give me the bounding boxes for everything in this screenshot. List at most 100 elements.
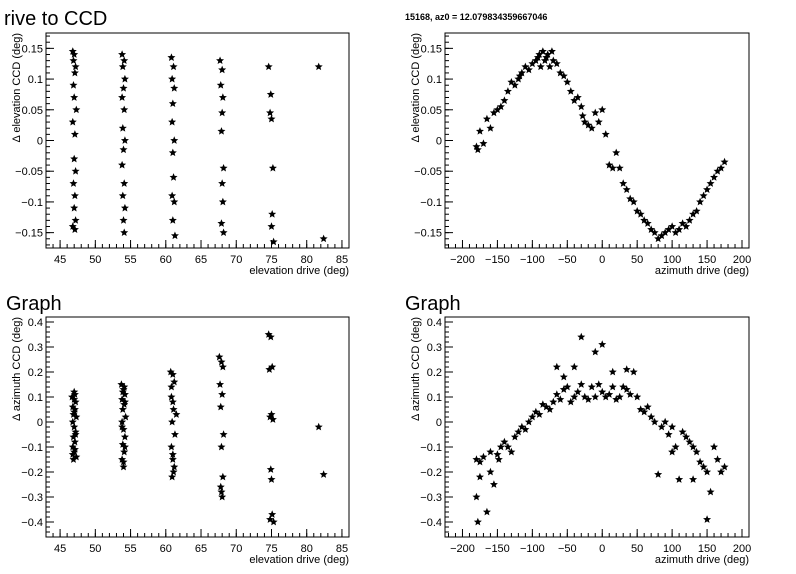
data-point xyxy=(643,219,652,227)
data-point xyxy=(70,50,79,58)
data-point xyxy=(682,222,691,230)
panel-1-title: rive to CCD xyxy=(4,8,108,30)
data-point xyxy=(510,81,519,89)
data-point xyxy=(118,124,127,132)
x-axis-label: elevation drive (deg) xyxy=(249,265,349,277)
data-point xyxy=(503,442,512,451)
data-point xyxy=(535,410,544,418)
x-tick-label: 55 xyxy=(124,254,136,266)
data-point xyxy=(69,56,78,65)
data-point xyxy=(671,228,680,237)
y-tick-label: 0.2 xyxy=(427,367,442,379)
data-point xyxy=(119,462,128,471)
data-point xyxy=(563,77,572,86)
data-point xyxy=(219,228,228,237)
y-tick-label: 0.15 xyxy=(421,43,442,55)
data-point xyxy=(580,117,589,126)
data-point xyxy=(118,50,127,58)
y-tick-label: 0 xyxy=(37,417,43,429)
data-point xyxy=(170,231,179,240)
data-point xyxy=(118,422,127,431)
y-tick-label: 0.2 xyxy=(28,367,43,379)
data-point xyxy=(72,412,81,421)
data-point xyxy=(496,442,505,451)
data-point xyxy=(538,47,547,55)
data-point xyxy=(629,197,638,206)
data-point xyxy=(169,467,178,476)
data-point xyxy=(264,62,273,71)
data-point xyxy=(514,427,523,436)
data-point xyxy=(170,462,179,471)
x-tick-label: 80 xyxy=(301,543,313,555)
data-point xyxy=(608,163,617,172)
x-tick-label: 55 xyxy=(124,543,136,555)
data-point xyxy=(640,407,649,416)
data-point xyxy=(598,340,607,348)
data-point xyxy=(218,362,227,371)
panel-3-title: Graph xyxy=(6,293,62,315)
data-point xyxy=(70,68,79,77)
data-point xyxy=(120,136,129,144)
x-tick-label: 45 xyxy=(54,543,66,555)
data-point xyxy=(591,392,600,401)
data-point xyxy=(218,492,227,501)
data-point xyxy=(268,510,277,518)
data-point xyxy=(216,56,225,65)
data-point xyxy=(168,148,177,157)
data-point xyxy=(70,445,79,453)
data-point xyxy=(167,382,176,391)
data-point xyxy=(608,382,617,391)
data-point xyxy=(120,105,129,114)
data-point xyxy=(710,442,719,451)
x-tick-label: −100 xyxy=(520,543,545,555)
data-point xyxy=(664,430,673,438)
data-point xyxy=(219,163,228,172)
y-tick-label: 0.1 xyxy=(427,392,442,404)
data-point xyxy=(119,216,128,224)
data-point xyxy=(168,370,177,378)
data-point xyxy=(268,163,277,172)
data-point xyxy=(218,179,227,187)
data-point xyxy=(608,367,617,376)
x-tick-label: 100 xyxy=(663,254,681,266)
plot-frame xyxy=(444,32,750,249)
data-point xyxy=(594,117,603,126)
data-point xyxy=(503,87,512,95)
data-point xyxy=(636,210,645,218)
data-point xyxy=(549,397,558,406)
data-point xyxy=(622,385,631,393)
y-axis-label: Δ azimuth CCD (deg) xyxy=(11,317,23,421)
data-point xyxy=(720,462,729,471)
data-point xyxy=(472,492,481,501)
y-tick-label: 0 xyxy=(436,417,442,429)
data-point xyxy=(168,472,177,481)
data-point xyxy=(685,216,694,224)
data-point xyxy=(475,457,484,466)
data-point xyxy=(573,93,582,101)
y-tick-label: −0.2 xyxy=(420,467,442,479)
data-point xyxy=(689,210,698,218)
x-axis-label: azimuth drive (deg) xyxy=(655,554,749,566)
data-point xyxy=(217,487,226,496)
y-tick-label: 0.1 xyxy=(28,74,43,86)
y-tick-label: −0.2 xyxy=(21,467,43,479)
chart-4: −200 −150 −100 −50 0 50 100 150 200 −0.4 −0.3 −0.2 −… xyxy=(410,316,751,566)
panel-2-title: 15168, az0 = 12.079834359667046 xyxy=(405,12,548,22)
data-point xyxy=(482,114,491,123)
data-point xyxy=(493,105,502,114)
x-axis-label: elevation drive (deg) xyxy=(249,554,349,566)
data-point xyxy=(167,442,176,451)
data-point xyxy=(168,450,177,458)
x-tick-label: 80 xyxy=(301,254,313,266)
data-point xyxy=(172,410,181,418)
data-point xyxy=(703,515,712,523)
data-point xyxy=(577,380,586,388)
chart-3: 45 50 55 60 65 70 75 80 85 −0.4 −0.3 −0.2 −0.1 0 0.1 0.… xyxy=(11,316,350,566)
data-point xyxy=(473,517,482,526)
data-point xyxy=(591,347,600,356)
x-tick-label: 50 xyxy=(631,254,643,266)
data-point xyxy=(713,455,722,463)
x-tick-label: 200 xyxy=(733,254,751,266)
x-tick-label: 70 xyxy=(230,254,242,266)
x-tick-label: 150 xyxy=(698,254,716,266)
